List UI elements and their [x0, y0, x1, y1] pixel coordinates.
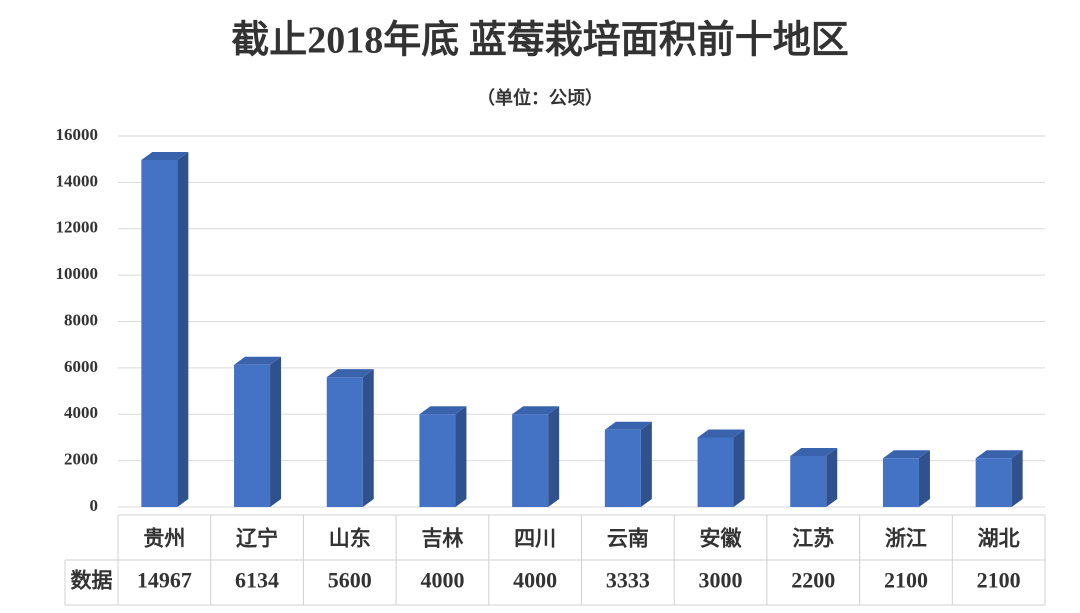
- y-tick-label: 2000: [64, 450, 98, 469]
- bar-side: [826, 447, 838, 507]
- bar-top: [326, 369, 374, 378]
- bar-top: [697, 429, 745, 438]
- table-value: 2200: [791, 568, 835, 593]
- bar-side: [640, 421, 652, 507]
- bar-top: [975, 450, 1023, 459]
- y-tick-label: 0: [90, 496, 99, 515]
- x-tick-label: 吉林: [421, 526, 463, 550]
- y-tick-label: 14000: [56, 171, 99, 190]
- bar-front: [790, 455, 827, 507]
- bar-side: [918, 450, 930, 507]
- bar: [234, 356, 282, 507]
- table-value: 3000: [699, 568, 743, 593]
- bar-side: [1011, 450, 1023, 507]
- y-tick-label: 8000: [64, 310, 98, 329]
- table-value: 14967: [137, 568, 192, 593]
- x-tick-label: 四川: [514, 526, 556, 550]
- table-value: 6134: [235, 568, 279, 593]
- y-tick-label: 6000: [64, 357, 98, 376]
- bar-front: [975, 458, 1012, 507]
- bar-top: [141, 151, 189, 160]
- bar-front: [141, 159, 178, 507]
- x-tick-label: 云南: [607, 526, 649, 550]
- y-tick-label: 4000: [64, 403, 98, 422]
- bar-top: [234, 356, 282, 365]
- bar-front: [512, 414, 549, 507]
- y-tick-label: 10000: [56, 264, 99, 283]
- table-value: 2100: [977, 568, 1021, 593]
- y-tick-label: 12000: [56, 218, 99, 237]
- bar-front: [326, 377, 363, 507]
- table-value: 4000: [513, 568, 557, 593]
- bar: [141, 151, 189, 507]
- bar: [975, 450, 1023, 507]
- bar: [882, 450, 930, 507]
- table-value: 5600: [328, 568, 372, 593]
- bar-side: [270, 356, 282, 507]
- x-tick-label: 湖北: [978, 526, 1020, 550]
- bar-top: [604, 421, 652, 430]
- chart-title: 截止2018年底 蓝莓栽培面积前十地区: [231, 20, 849, 62]
- table-value: 4000: [420, 568, 464, 593]
- bar: [604, 421, 652, 507]
- x-tick-label: 贵州: [143, 526, 185, 550]
- x-tick-label: 江苏: [792, 526, 834, 550]
- bar-top: [882, 450, 930, 459]
- x-tick-label: 辽宁: [236, 526, 278, 550]
- bar-top: [790, 447, 838, 456]
- bar-side: [362, 369, 374, 507]
- bar-front: [419, 414, 456, 507]
- bar-side: [177, 151, 189, 507]
- bar: [790, 447, 838, 507]
- bar-top: [419, 406, 467, 415]
- x-tick-label: 山东: [329, 526, 371, 550]
- bar-side: [548, 406, 560, 507]
- bar-front: [697, 437, 734, 507]
- bar-front: [234, 364, 271, 507]
- table-value: 2100: [884, 568, 928, 593]
- bar: [326, 369, 374, 507]
- table-row-label: 数据: [71, 568, 113, 592]
- bar-side: [455, 406, 467, 507]
- bar-top: [512, 406, 560, 415]
- table-value: 3333: [606, 568, 650, 593]
- bar: [512, 406, 560, 507]
- bar: [697, 429, 745, 507]
- y-tick-label: 16000: [56, 125, 99, 144]
- x-tick-label: 浙江: [885, 526, 927, 550]
- x-tick-label: 安徽: [700, 526, 743, 550]
- bar-front: [882, 458, 919, 507]
- bar-front: [604, 429, 641, 507]
- bar: [419, 406, 467, 507]
- chart-subtitle: （单位：公顷）: [477, 87, 603, 108]
- bar-side: [733, 429, 745, 507]
